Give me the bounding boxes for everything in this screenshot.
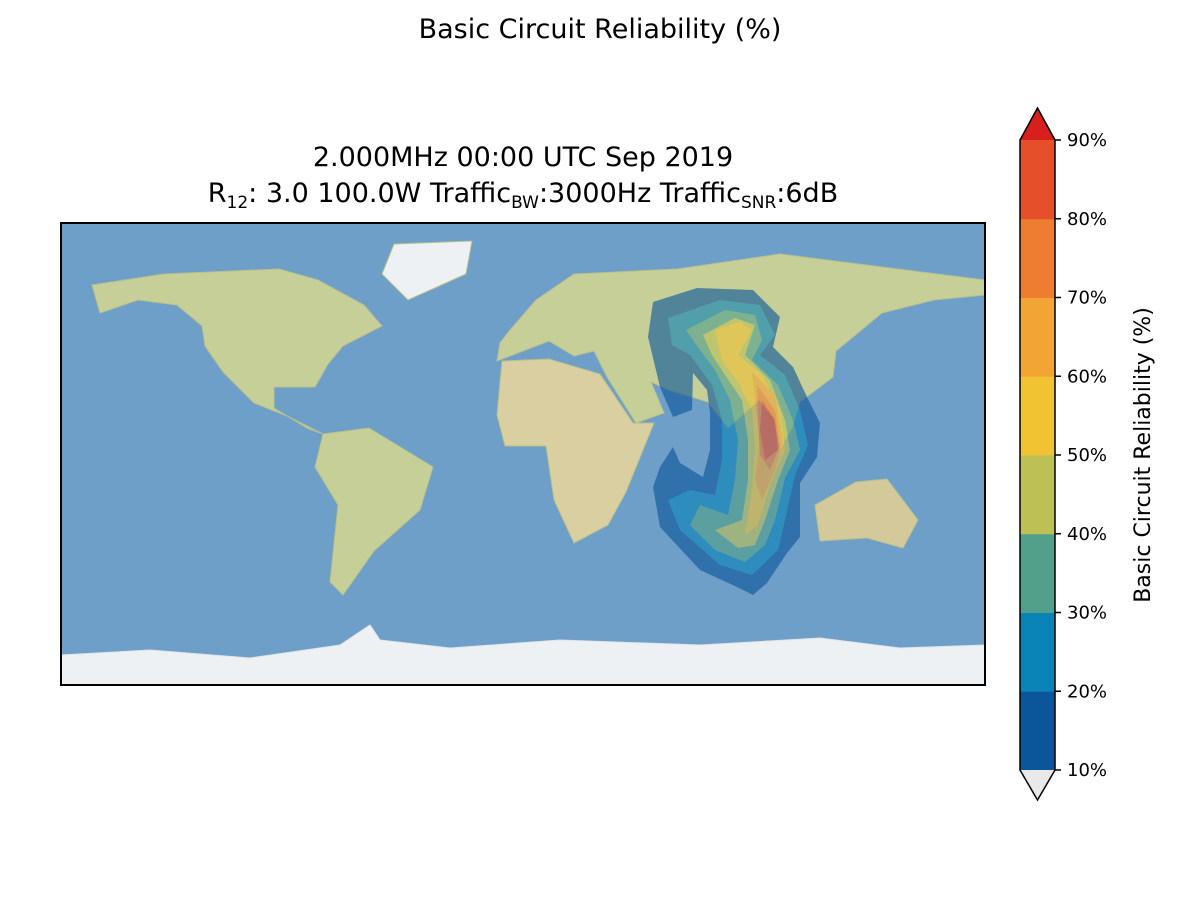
colorbar-segment [1020,297,1055,377]
colorbar-over-triangle [1020,108,1055,140]
antarctica [61,624,985,685]
map-frame [60,222,986,686]
colorbar-segment [1020,691,1055,771]
colorbar-label: Basic Circuit Reliability (%) [1131,307,1156,603]
figure-suptitle: Basic Circuit Reliability (%) [418,14,782,45]
colorbar-segment [1020,533,1055,613]
reliability-contours [648,288,820,595]
snr-sub: SNR [740,193,777,213]
colorbar-tick-label: 90% [1067,130,1107,151]
colorbar-tick-label: 80% [1067,209,1107,230]
colorbar-segment [1020,455,1055,535]
snr-value: :6dB [776,178,839,209]
south-america [314,427,434,596]
colorbar: 10% 20% 30% 40% 50% 60% 70% 80% 90% [1019,106,1107,802]
colorbar-tick-label: 60% [1067,366,1107,387]
colorbar-tick-label: 10% [1067,760,1107,781]
plot-title-line1: 2.000MHz 00:00 UTC Sep 2019 [312,142,734,173]
colorbar-segment [1020,612,1055,692]
north-america [91,268,383,435]
africa [496,358,655,544]
colorbar-tick-label: 40% [1067,524,1107,545]
colorbar-tick-label: 20% [1067,681,1107,702]
greenland [381,240,473,301]
colorbar-under-triangle [1020,770,1055,800]
colorbar-segment [1020,218,1055,298]
bw-sub: BW [511,193,539,213]
colorbar-segment [1020,376,1055,456]
colorbar-segment [1020,140,1055,220]
bw-value: :3000Hz Traffic [538,178,741,209]
colorbar-tick-label: 30% [1067,603,1107,624]
colorbar-tick-label: 70% [1067,288,1107,309]
r-value: : 3.0 100.0W Traffic [248,178,512,209]
australia [814,478,919,549]
world-map [61,223,985,685]
r-sub: 12 [226,193,249,213]
colorbar-tick-label: 50% [1067,445,1107,466]
plot-title-line2: R12: 3.0 100.0W TrafficBW:3000Hz Traffic… [61,176,985,212]
r-label: R [207,178,227,209]
contour-80-90 [760,400,778,460]
